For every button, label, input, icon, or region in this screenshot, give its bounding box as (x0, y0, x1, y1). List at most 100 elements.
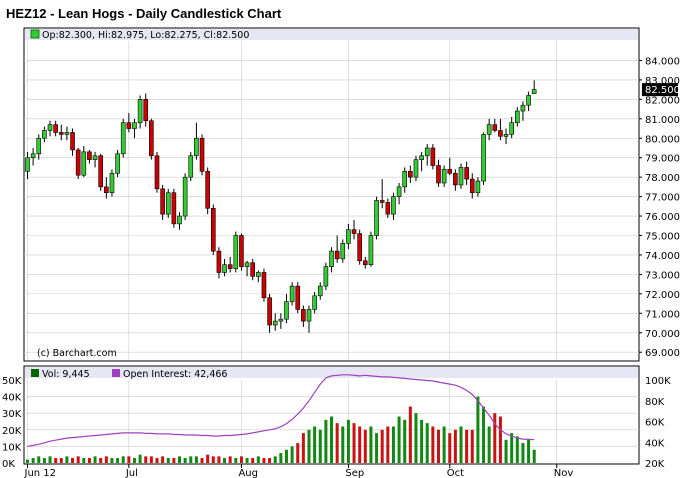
candle-body-down (362, 260, 368, 265)
candle (109, 169, 115, 197)
volume-bar (380, 429, 384, 463)
candle-body-down (250, 262, 255, 277)
volume-bar (346, 419, 350, 463)
candle (481, 132, 486, 185)
candle-body-up (120, 122, 126, 155)
candle (42, 126, 47, 143)
x-tick-label: Nov (554, 468, 574, 478)
volume-bar (391, 426, 395, 463)
candle (53, 120, 58, 137)
candle (143, 93, 149, 127)
candle (278, 313, 284, 329)
volume-bar (132, 458, 136, 463)
volume-bar (318, 429, 322, 463)
candle (368, 231, 374, 267)
candle (503, 128, 509, 145)
volume-bar (363, 429, 367, 463)
candle (531, 80, 537, 95)
candle (408, 165, 413, 183)
price-grid (24, 41, 639, 360)
volume-bar (262, 458, 266, 463)
candle-body-down (295, 285, 301, 310)
price-tick-label: 75.000 (645, 232, 680, 243)
candle (475, 177, 481, 197)
volume-bar (239, 456, 243, 463)
volume-bar (194, 456, 198, 463)
candle (334, 235, 340, 263)
candle (357, 229, 362, 265)
volume-tick-label: 10K (2, 442, 22, 453)
candle-body-up (222, 264, 227, 273)
candle-body-up (475, 180, 481, 194)
volume-bar (42, 458, 46, 463)
candle (323, 262, 329, 290)
volume-bar (335, 423, 339, 463)
last-price-label: 82.500 (645, 85, 680, 96)
candle (312, 291, 317, 314)
candle-body-up (515, 110, 520, 123)
candle-body-down (436, 165, 441, 184)
candle-body-up (424, 147, 430, 157)
volume-bar (144, 456, 148, 463)
candle-body-up (272, 320, 278, 326)
candle-body-up (64, 132, 70, 135)
candle (87, 149, 92, 164)
candle-body-up (481, 134, 486, 182)
volume-bar (341, 426, 345, 463)
candle-body-up (182, 176, 188, 217)
candle (424, 144, 430, 166)
volume-axes: 50K 40K 30K 20K 10K 0K 100K 80K 60K 40K 20K (2, 376, 671, 470)
candle-body-up (402, 171, 408, 188)
candle (30, 147, 36, 166)
candle (132, 118, 137, 139)
price-tick-label: 79.000 (645, 154, 680, 165)
volume-bar (82, 458, 86, 463)
candle (120, 118, 126, 158)
candle-body-down (126, 122, 132, 129)
candle-body-up (233, 235, 239, 269)
candle-body-up (340, 242, 346, 260)
candle-body-down (104, 186, 109, 194)
volume-bar (48, 456, 52, 463)
volume-bar (116, 458, 120, 463)
candle (301, 305, 306, 327)
volume-bar (493, 413, 497, 463)
candle (154, 151, 160, 193)
volume-bar (99, 458, 103, 463)
volume-bar (515, 436, 519, 463)
candle-body-down (469, 178, 475, 194)
candle (165, 188, 171, 219)
x-tick-label: Oct (447, 468, 464, 478)
volume-bar (284, 449, 288, 463)
candle-body-up (526, 95, 531, 106)
candle-body-up (81, 151, 87, 176)
candle-body-up (25, 157, 30, 172)
candle-body-down (385, 202, 391, 215)
candle (402, 167, 408, 193)
x-tick-label: Sep (345, 468, 364, 478)
candle (289, 282, 295, 306)
candle-body-up (458, 167, 464, 186)
oi-tick-label: 20K (645, 459, 665, 470)
candle (227, 256, 233, 273)
volume-tick-label: 50K (2, 376, 22, 387)
price-tick-label: 84.000 (645, 56, 680, 67)
volume-bar (183, 458, 187, 463)
price-tick-label: 69.000 (645, 348, 680, 359)
candle-body-down (239, 235, 244, 267)
volume-bar (330, 416, 334, 463)
candle-body-down (160, 188, 165, 215)
volume-legend-swatch (31, 369, 39, 377)
candle (205, 167, 210, 215)
candle (374, 196, 379, 240)
price-tick-label: 77.000 (645, 193, 680, 204)
candle-body-down (143, 99, 149, 122)
candle (256, 270, 261, 283)
price-tick-label: 74.000 (645, 251, 680, 262)
candle-body-up (312, 295, 317, 310)
candle-body-down (149, 120, 154, 157)
candle-body-down (154, 155, 160, 190)
volume-bar (352, 423, 356, 463)
candle (329, 247, 334, 273)
